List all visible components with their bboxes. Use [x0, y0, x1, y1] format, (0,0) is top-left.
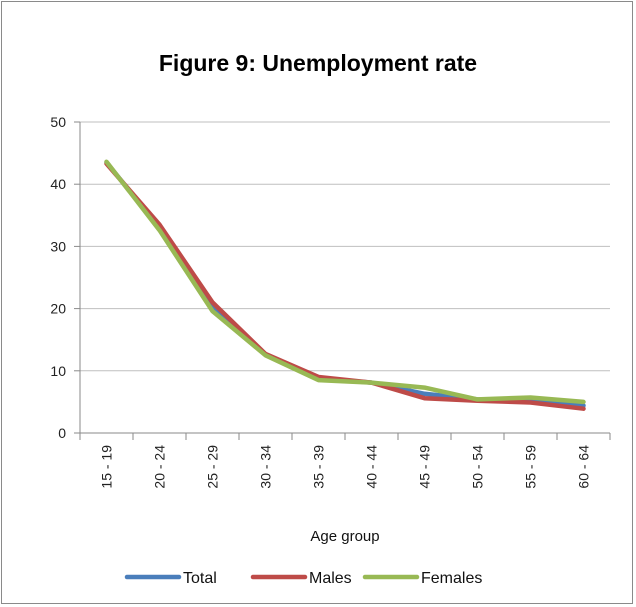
x-tick-label: 30 - 34 — [258, 445, 274, 489]
y-tick-label: 30 — [50, 238, 66, 254]
y-tick-label: 0 — [58, 425, 66, 441]
series-lines — [104, 159, 586, 411]
y-tick-label: 40 — [50, 176, 66, 192]
axes — [79, 122, 610, 434]
x-tick-label: 50 - 54 — [470, 445, 486, 489]
x-axis-ticks: 15 - 19 20 - 24 25 - 29 30 - 34 35 - 39 40 - … — [79, 433, 611, 489]
x-tick-label: 15 - 19 — [99, 445, 115, 489]
x-tick-label: 25 - 29 — [205, 445, 221, 489]
legend-label-males: Males — [309, 570, 352, 587]
chart-title: Figure 9: Unemployment rate — [158, 50, 478, 76]
x-tick-label: 35 - 39 — [311, 445, 327, 489]
x-tick-label: 55 - 59 — [523, 445, 539, 489]
x-tick-label: 45 - 49 — [417, 445, 433, 489]
y-axis-ticks: 0 10 20 30 40 50 — [50, 114, 80, 441]
series-line-females — [104, 159, 586, 405]
series-line-total — [104, 160, 586, 408]
x-tick-label: 20 - 24 — [152, 445, 168, 489]
legend-label-females: Females — [421, 570, 482, 587]
legend-label-total: Total — [183, 570, 217, 587]
x-tick-label: 60 - 64 — [576, 445, 592, 489]
gridlines — [80, 121, 610, 372]
y-tick-label: 50 — [50, 114, 66, 130]
x-axis-title: Age group — [310, 528, 379, 545]
x-tick-label: 40 - 44 — [364, 445, 380, 489]
legend: Total Males Females — [124, 570, 482, 587]
y-tick-label: 20 — [50, 301, 66, 317]
y-tick-label: 10 — [50, 363, 66, 379]
series-line-males — [104, 161, 586, 411]
